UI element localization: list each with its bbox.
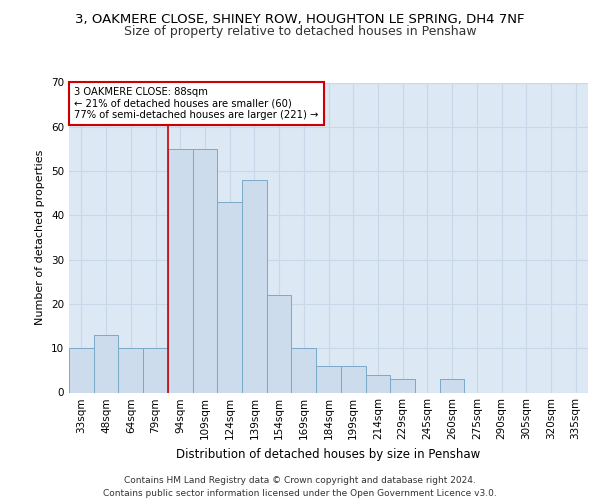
Bar <box>267 295 292 392</box>
Bar <box>440 379 464 392</box>
X-axis label: Distribution of detached houses by size in Penshaw: Distribution of detached houses by size … <box>176 448 481 461</box>
Text: Contains HM Land Registry data © Crown copyright and database right 2024.
Contai: Contains HM Land Registry data © Crown c… <box>103 476 497 498</box>
Bar <box>242 180 267 392</box>
Bar <box>316 366 341 392</box>
Bar <box>94 335 118 392</box>
Bar <box>143 348 168 393</box>
Bar <box>217 202 242 392</box>
Text: 3 OAKMERE CLOSE: 88sqm
← 21% of detached houses are smaller (60)
77% of semi-det: 3 OAKMERE CLOSE: 88sqm ← 21% of detached… <box>74 87 319 120</box>
Bar <box>69 348 94 393</box>
Bar <box>292 348 316 393</box>
Text: Size of property relative to detached houses in Penshaw: Size of property relative to detached ho… <box>124 25 476 38</box>
Text: 3, OAKMERE CLOSE, SHINEY ROW, HOUGHTON LE SPRING, DH4 7NF: 3, OAKMERE CLOSE, SHINEY ROW, HOUGHTON L… <box>75 12 525 26</box>
Bar <box>365 375 390 392</box>
Bar <box>193 149 217 392</box>
Bar <box>118 348 143 393</box>
Bar <box>390 379 415 392</box>
Bar <box>168 149 193 392</box>
Y-axis label: Number of detached properties: Number of detached properties <box>35 150 46 325</box>
Bar <box>341 366 365 392</box>
